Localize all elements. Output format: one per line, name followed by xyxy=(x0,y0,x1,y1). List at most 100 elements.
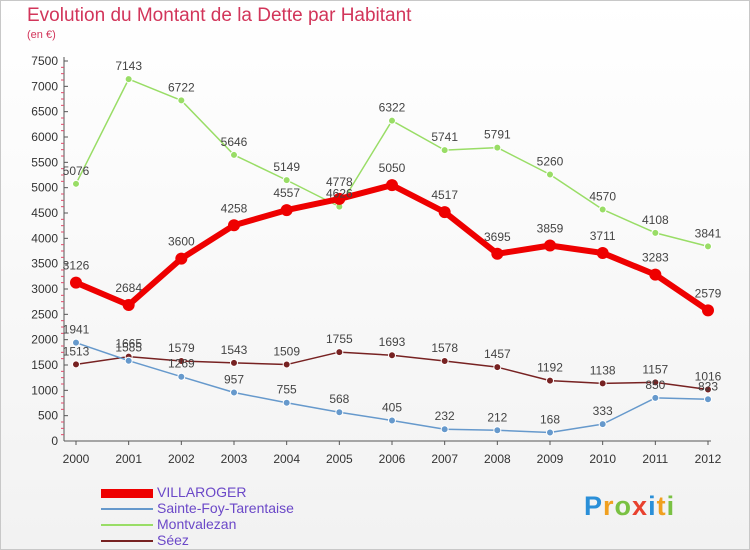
data-point-sainte-foy-tarentaise xyxy=(177,372,186,381)
data-point-montvalezan xyxy=(704,242,712,251)
data-label-seez: 1543 xyxy=(221,343,248,357)
data-point-villaroger xyxy=(596,246,609,259)
y-tick-label: 6500 xyxy=(31,105,58,119)
data-point-villaroger xyxy=(122,299,135,312)
data-point-villaroger xyxy=(228,219,240,232)
legend-swatch-montvalezan xyxy=(101,524,153,526)
y-tick-label: 0 xyxy=(51,434,58,448)
data-label-montvalezan: 5149 xyxy=(273,160,300,174)
logo-letter: i xyxy=(648,491,657,521)
data-point-montvalezan xyxy=(282,176,291,185)
y-tick-label: 3500 xyxy=(31,257,58,271)
data-label-seez: 1513 xyxy=(63,344,90,358)
data-point-montvalezan xyxy=(598,205,607,214)
proxiti-logo: Proxiti xyxy=(584,491,675,522)
data-label-seez: 1665 xyxy=(115,337,142,351)
data-label-seez: 1157 xyxy=(642,362,668,376)
data-point-seez xyxy=(704,385,712,394)
data-label-villaroger: 3711 xyxy=(590,229,616,243)
x-tick-label: 2000 xyxy=(63,452,90,466)
data-label-montvalezan: 5741 xyxy=(431,130,458,144)
data-label-sainte-foy-tarentaise: 1585 xyxy=(115,341,142,355)
data-label-sainte-foy-tarentaise: 212 xyxy=(487,410,507,424)
data-point-villaroger xyxy=(438,206,451,219)
data-point-villaroger xyxy=(649,268,662,281)
data-point-villaroger xyxy=(386,179,398,192)
data-label-sainte-foy-tarentaise: 405 xyxy=(382,400,402,414)
legend-swatch-seez xyxy=(101,540,153,542)
data-point-villaroger xyxy=(491,247,504,260)
data-point-villaroger xyxy=(280,204,293,217)
axes: 0 500 1000 1500 2000 2500 3000 3500 4000 4500 5000… xyxy=(31,54,721,466)
data-label-villaroger: 3126 xyxy=(63,259,90,273)
data-label-seez: 1016 xyxy=(695,370,722,384)
chart-unit: (en €) xyxy=(27,29,56,41)
data-label-villaroger: 4557 xyxy=(273,186,300,200)
data-point-seez xyxy=(440,357,449,366)
data-point-montvalezan xyxy=(546,170,554,179)
y-tick-label: 4000 xyxy=(31,231,58,245)
y-tick-label: 6000 xyxy=(31,130,58,144)
x-tick-label: 2001 xyxy=(115,452,142,466)
legend-swatch-sainte-foy-tarentaise xyxy=(101,508,153,510)
data-label-sainte-foy-tarentaise: 168 xyxy=(540,412,560,426)
y-tick-label: 4500 xyxy=(31,206,58,220)
data-point-seez xyxy=(388,351,396,360)
data-point-montvalezan xyxy=(124,75,133,84)
x-tick-label: 2002 xyxy=(168,452,195,466)
data-point-sainte-foy-tarentaise xyxy=(230,388,238,397)
x-tick-label: 2009 xyxy=(537,452,564,466)
data-label-montvalezan: 5076 xyxy=(63,164,90,178)
data-label-seez: 1755 xyxy=(326,332,353,346)
data-point-sainte-foy-tarentaise xyxy=(388,416,396,425)
data-point-sainte-foy-tarentaise xyxy=(598,420,607,429)
data-label-montvalezan: 3841 xyxy=(695,226,722,240)
y-tick-label: 500 xyxy=(38,409,58,423)
data-label-seez: 1509 xyxy=(273,345,300,359)
data-label-villaroger: 4778 xyxy=(326,175,353,189)
y-tick-label: 2500 xyxy=(31,307,58,321)
data-label-montvalezan: 7143 xyxy=(115,59,142,73)
data-point-sainte-foy-tarentaise xyxy=(546,428,554,437)
data-label-montvalezan: 6322 xyxy=(379,101,406,115)
logo-letter: P xyxy=(584,491,604,521)
x-tick-label: 2012 xyxy=(695,452,722,466)
data-label-seez: 1578 xyxy=(431,341,458,355)
x-tick-label: 2010 xyxy=(589,452,616,466)
data-point-seez xyxy=(282,360,291,369)
y-tick-label: 3000 xyxy=(31,282,58,296)
x-tick-label: 2007 xyxy=(431,452,458,466)
y-tick-label: 1000 xyxy=(31,383,58,397)
x-tick-label: 2004 xyxy=(273,452,300,466)
data-label-seez: 1457 xyxy=(484,347,511,361)
data-label-villaroger: 3695 xyxy=(484,230,511,244)
legend-label-seez: Séez xyxy=(157,532,189,548)
y-tick-label: 5500 xyxy=(31,155,58,169)
data-label-villaroger: 2684 xyxy=(115,281,142,295)
x-tick-label: 2006 xyxy=(379,452,406,466)
logo-letter: i xyxy=(666,491,676,521)
data-label-montvalezan: 5260 xyxy=(537,154,564,168)
data-label-villaroger: 4517 xyxy=(431,188,458,202)
logo-letter: x xyxy=(632,491,649,521)
data-label-villaroger: 4258 xyxy=(221,201,248,215)
data-point-villaroger xyxy=(175,252,188,265)
x-tick-label: 2008 xyxy=(484,452,511,466)
legend-label-montvalezan: Montvalezan xyxy=(157,516,237,532)
data-label-sainte-foy-tarentaise: 1941 xyxy=(63,323,90,337)
data-label-sainte-foy-tarentaise: 232 xyxy=(435,409,455,423)
legend-swatch-villaroger xyxy=(101,488,153,498)
data-point-seez xyxy=(72,360,80,369)
data-label-seez: 1192 xyxy=(537,361,563,375)
data-point-sainte-foy-tarentaise xyxy=(493,426,502,435)
legend-label-villaroger: VILLAROGER xyxy=(157,484,247,500)
data-point-sainte-foy-tarentaise xyxy=(282,398,291,407)
data-point-montvalezan xyxy=(651,228,660,237)
data-label-seez: 1693 xyxy=(379,335,406,349)
data-label-sainte-foy-tarentaise: 823 xyxy=(698,379,718,393)
data-label-montvalezan: 4108 xyxy=(642,213,669,227)
data-point-sainte-foy-tarentaise xyxy=(651,393,660,402)
x-tick-label: 2011 xyxy=(642,452,668,466)
